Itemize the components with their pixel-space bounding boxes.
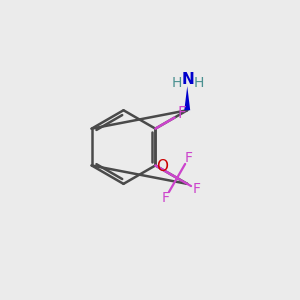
Text: H: H (194, 76, 204, 90)
Text: F: F (162, 190, 170, 205)
Text: F: F (193, 182, 201, 196)
Text: O: O (156, 159, 168, 174)
Text: H: H (172, 76, 182, 90)
Text: N: N (182, 72, 194, 87)
Text: F: F (178, 106, 187, 121)
Polygon shape (184, 86, 190, 110)
Text: F: F (184, 151, 192, 165)
